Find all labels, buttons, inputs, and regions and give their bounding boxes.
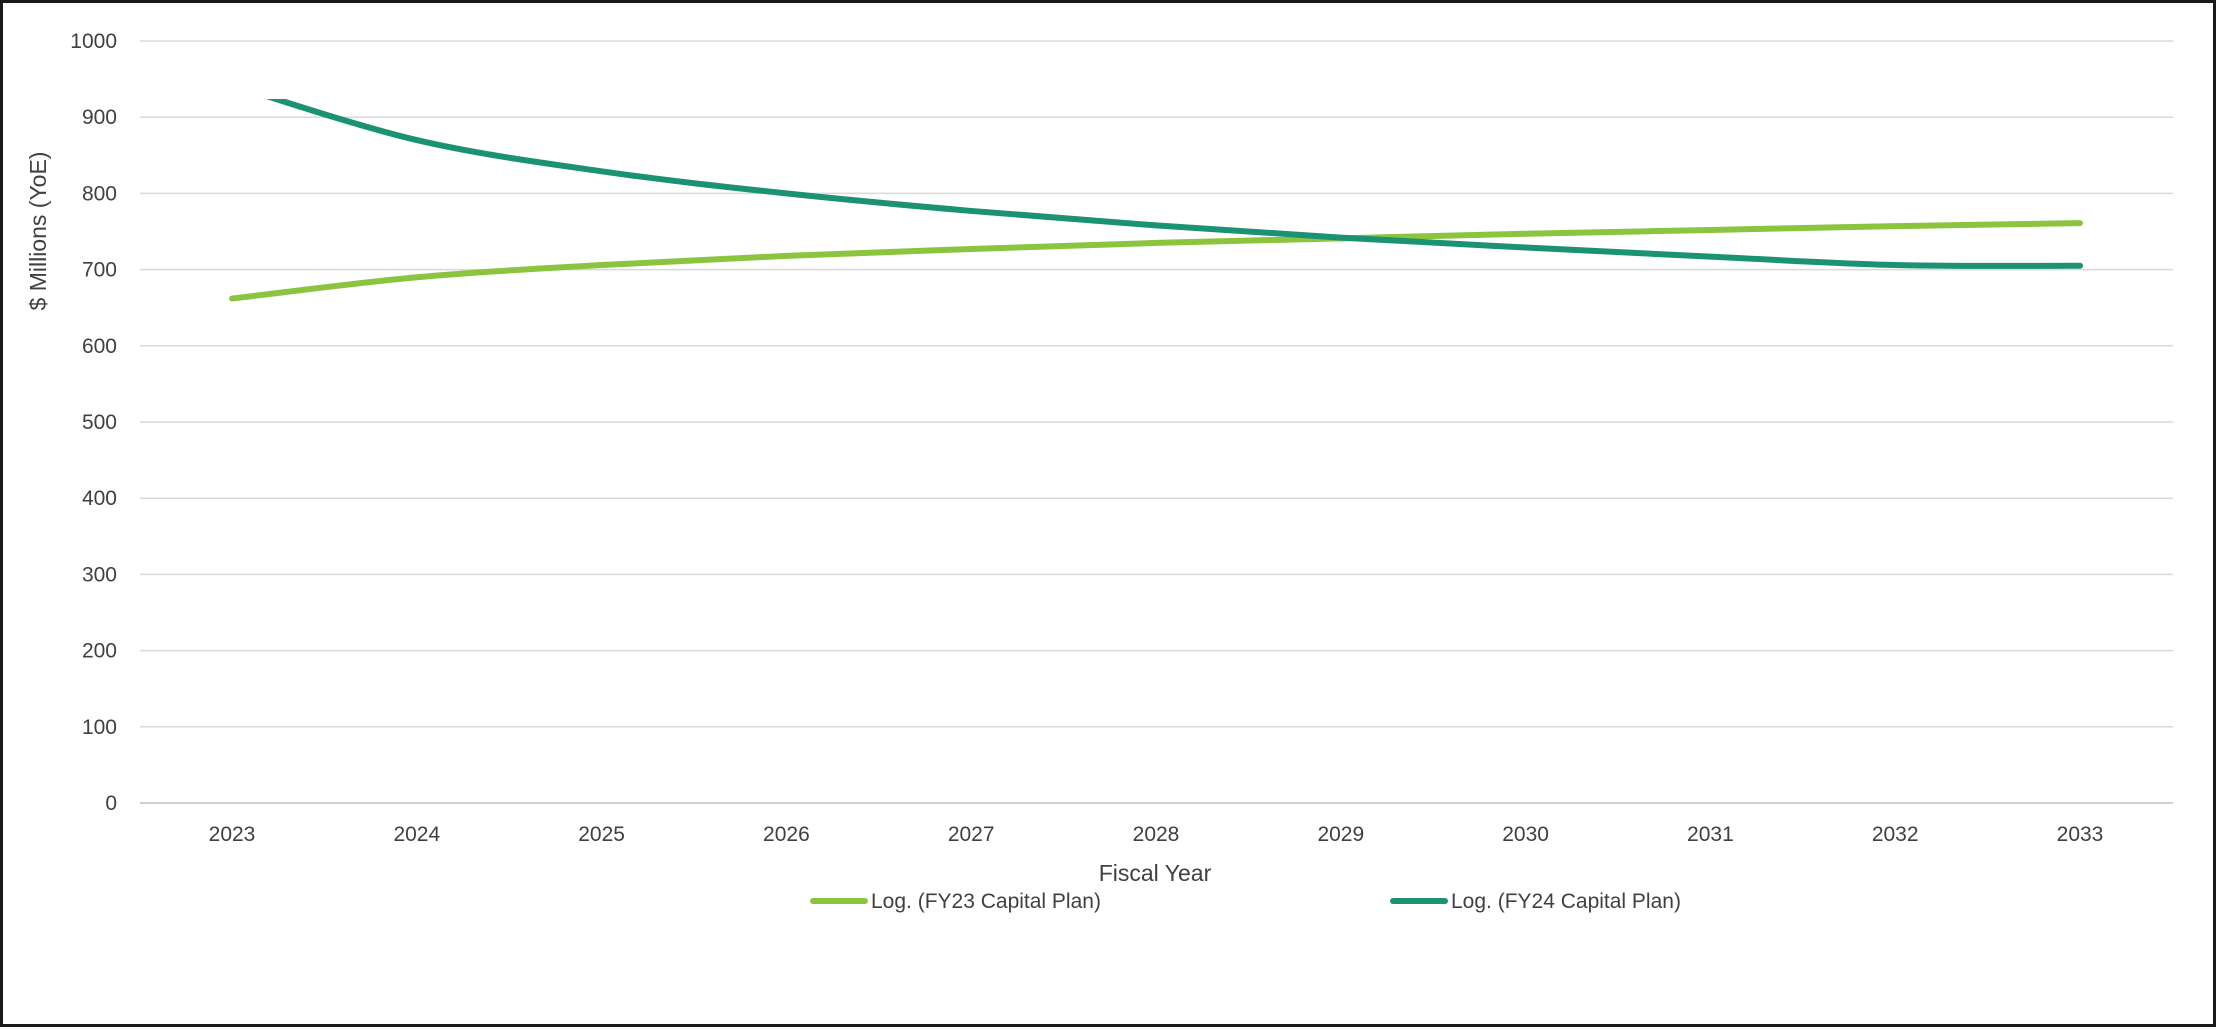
y-tick-label: 300 [82,563,117,586]
y-tick-label: 600 [82,335,117,358]
y-tick-label: 700 [82,259,117,282]
series-lines [229,99,2083,302]
x-axis-title: Fiscal Year [1099,860,1212,886]
legend-label: Log. (FY24 Capital Plan) [1451,890,1681,913]
x-tick-label: 2023 [209,823,256,846]
y-tick-label: 0 [105,792,117,815]
x-tick-label: 2030 [1502,823,1549,846]
series-line-fy23 [229,220,2083,302]
y-tick-label: 1000 [70,30,117,53]
y-tick-label: 800 [82,182,117,205]
y-axis-title: $ Millions (YoE) [25,152,51,311]
x-axis-ticks: 2023 2024 2025 2026 2027 2028 2029 2030 2031 2032… [209,823,2104,846]
y-tick-label: 900 [82,106,117,129]
legend-item-fy23: Log. (FY23 Capital Plan) [810,890,1101,913]
y-tick-label: 100 [82,716,117,739]
legend-item-fy24: Log. (FY24 Capital Plan) [1390,890,1681,913]
x-tick-label: 2026 [763,823,810,846]
x-tick-label: 2033 [2057,823,2104,846]
gridlines [140,40,2173,804]
y-tick-label: 500 [82,411,117,434]
legend-label: Log. (FY23 Capital Plan) [871,890,1101,913]
y-tick-label: 400 [82,487,117,510]
x-tick-label: 2032 [1872,823,1919,846]
x-tick-label: 2031 [1687,823,1734,846]
x-tick-label: 2025 [578,823,625,846]
x-tick-label: 2028 [1133,823,1180,846]
x-tick-label: 2024 [393,823,440,846]
x-tick-label: 2029 [1317,823,1364,846]
x-tick-label: 2027 [948,823,995,846]
y-axis-ticks: 0 100 200 300 400 500 600 700 800 900 1000 [70,30,117,815]
y-tick-label: 200 [82,640,117,663]
legend: Log. (FY23 Capital Plan) Log. (FY24 Capit… [810,890,1681,913]
series-line-fy24 [265,99,2083,269]
